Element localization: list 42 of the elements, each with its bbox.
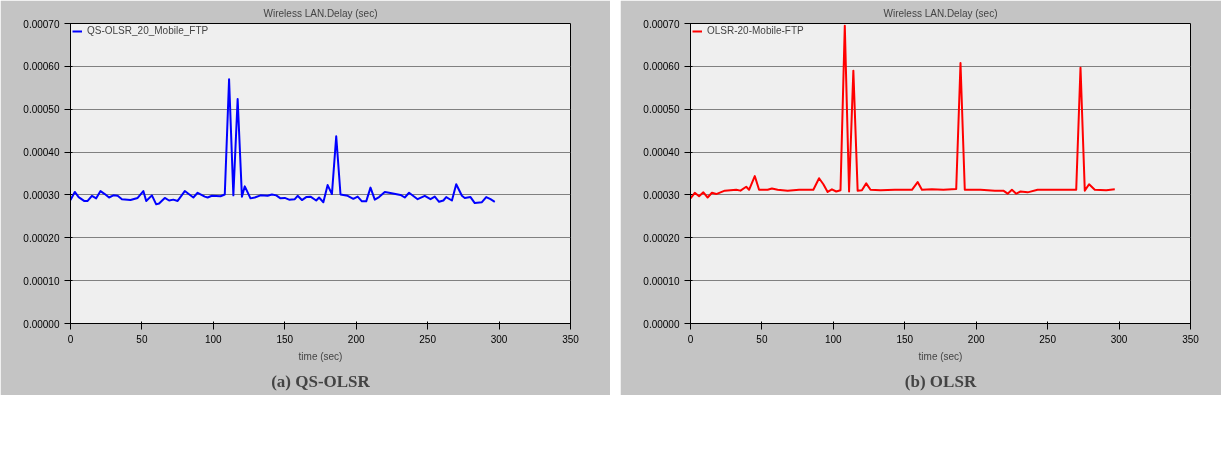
x-tick-label: 50	[756, 333, 768, 345]
x-tick-label: 250	[419, 333, 437, 345]
x-tick-label: 50	[136, 333, 148, 345]
x-tick-label: 0	[687, 333, 694, 345]
y-tick-label: 0.00000	[23, 318, 60, 330]
x-axis-title: time (sec)	[298, 350, 343, 362]
x-tick-label: 300	[1110, 333, 1128, 345]
y-tick-label: 0.00000	[643, 318, 680, 330]
y-tick-label: 0.00010	[643, 275, 680, 287]
y-tick-label: 0.00070	[643, 18, 680, 30]
x-tick-label: 350	[1182, 333, 1200, 345]
y-tick-label: 0.00070	[23, 18, 60, 30]
text: (a) QS-OLSR	[271, 371, 371, 391]
x-tick-label: 100	[825, 333, 843, 345]
y-tick-label: 0.00010	[23, 275, 60, 287]
text: (b) OLSR	[904, 371, 977, 391]
line-series	[70, 78, 496, 206]
x-tick-label: 200	[967, 333, 985, 345]
x-tick-label: 250	[1039, 333, 1057, 345]
y-tick-label: 0.00040	[23, 147, 60, 159]
y-tick-label: 0.00030	[643, 189, 680, 201]
chart-title: Wireless LAN.Delay (sec)	[263, 7, 378, 19]
x-tick-label: 100	[205, 333, 223, 345]
y-tick-label: 0.00060	[23, 61, 60, 73]
y-tick-label: 0.00050	[23, 104, 60, 116]
y-tick-label: 0.00060	[643, 61, 680, 73]
text: OLSR-20-Mobile-FTP	[707, 25, 804, 36]
text: QS-OLSR_20_Mobile_FTP	[87, 25, 209, 36]
x-tick-label: 300	[490, 333, 508, 345]
y-tick-label: 0.00020	[23, 232, 60, 244]
y-tick-label: 0.00040	[643, 147, 680, 159]
x-tick-label: 200	[347, 333, 365, 345]
chart-title: Wireless LAN.Delay (sec)	[883, 7, 998, 19]
y-tick-label: 0.00030	[23, 189, 60, 201]
y-tick-label: 0.00020	[643, 232, 680, 244]
x-axis-title: time (sec)	[918, 350, 963, 362]
x-tick-label: 150	[276, 333, 294, 345]
x-tick-label: 0	[67, 333, 74, 345]
x-tick-label: 350	[562, 333, 580, 345]
x-tick-label: 150	[896, 333, 914, 345]
line-series	[690, 24, 1116, 200]
y-tick-label: 0.00050	[643, 104, 680, 116]
